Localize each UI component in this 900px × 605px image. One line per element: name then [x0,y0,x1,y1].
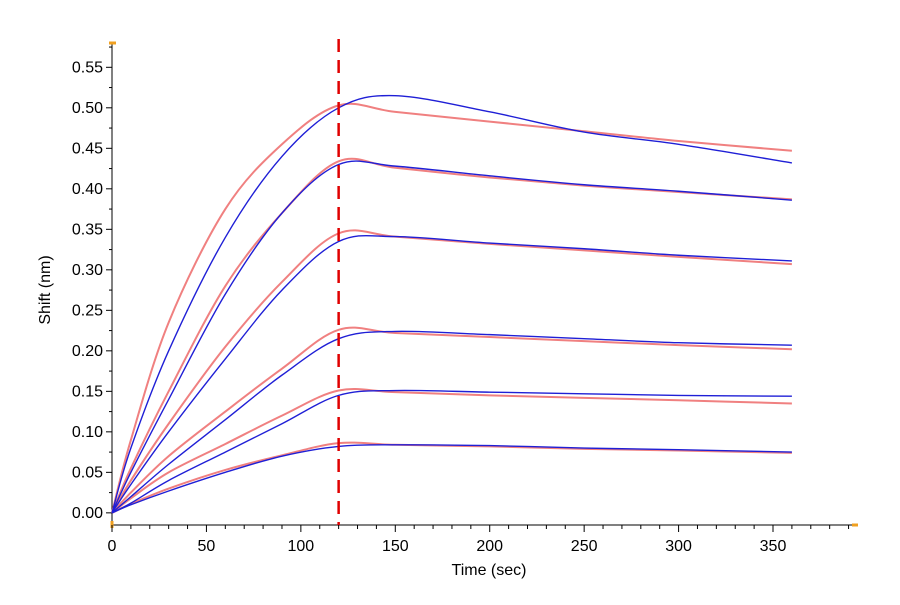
y-tick-label: 0.05 [72,464,103,481]
x-tick-label: 50 [198,538,216,555]
x-axis-title: Time (sec) [452,562,527,579]
fit-curve-7 [111,326,792,514]
x-tick-label: 150 [382,538,409,555]
measured-curve-4 [111,234,792,514]
fit-curve-11 [111,441,792,514]
x-tick-label: 0 [108,538,117,555]
measured-curve-10 [111,444,792,514]
y-tick-label: 0.20 [72,343,103,360]
fit-curve-5 [111,229,792,514]
x-tick-label: 200 [476,538,503,555]
x-tick-label: 300 [665,538,692,555]
y-axis-title: Shift (nm) [37,255,54,324]
y-tick-label: 0.25 [72,302,103,319]
x-tick-label: 350 [760,538,787,555]
x-tick-label: 100 [288,538,315,555]
y-tick-label: 0.50 [72,100,103,117]
y-tick-label: 0.45 [72,140,103,157]
measured-curve-8 [111,389,792,514]
x-tick-label: 250 [571,538,598,555]
y-tick-label: 0.30 [72,262,103,279]
y-tick-label: 0.10 [72,424,103,441]
measured-curve-6 [111,330,792,514]
fit-curve-3 [111,157,792,514]
y-tick-label: 0.35 [72,221,103,238]
measured-curve-2 [111,160,792,514]
y-tick-label: 0.40 [72,181,103,198]
y-tick-label: 0.00 [72,505,103,522]
fit-curve-9 [111,388,792,514]
fit-curve-1 [111,102,792,514]
y-tick-label: 0.55 [72,59,103,76]
y-tick-label: 0.15 [72,383,103,400]
